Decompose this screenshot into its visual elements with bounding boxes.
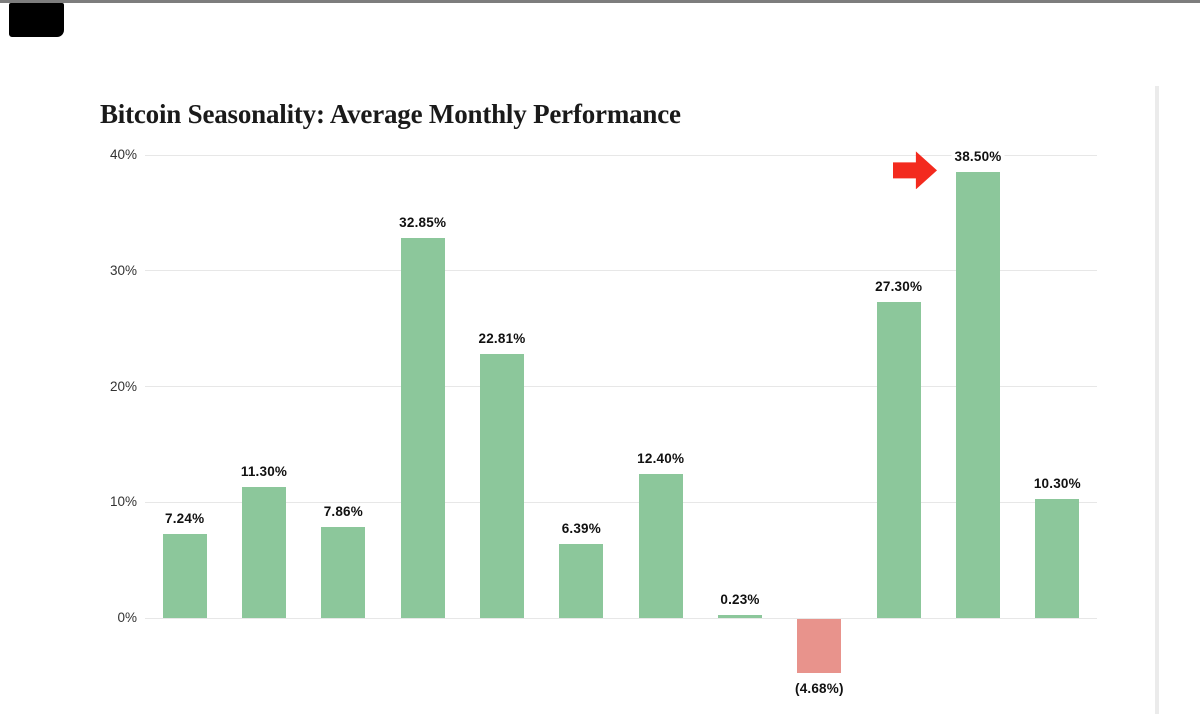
bar-value-label: 0.23%	[717, 592, 763, 609]
gridline-20%	[145, 386, 1097, 387]
bar-value-label: 11.30%	[237, 464, 291, 481]
right-page-divider	[1155, 86, 1159, 714]
bar-value-label: 38.50%	[951, 149, 1005, 166]
bar-value-label: 12.40%	[634, 451, 688, 468]
bar-value-label: 32.85%	[396, 214, 450, 231]
chart-title: Bitcoin Seasonality: Average Monthly Per…	[100, 99, 681, 130]
bar-7	[638, 474, 683, 618]
gridline-30%	[145, 270, 1097, 272]
bar-10	[876, 302, 921, 618]
y-tick-label: 40%	[109, 147, 137, 162]
bar-2	[242, 487, 286, 618]
bar-11	[956, 172, 1000, 618]
y-tick-label: 10%	[109, 494, 137, 510]
gridline-10%	[145, 501, 1097, 503]
bar-value-label: 6.39%	[558, 521, 604, 538]
bar-value-label: 7.86%	[320, 504, 366, 521]
gridline-40%	[145, 154, 1097, 156]
bar-4	[400, 237, 445, 618]
gridline-0%	[145, 617, 1097, 619]
top-left-overlay-box	[9, 3, 64, 37]
y-tick-label: 0%	[117, 610, 137, 625]
bar-9	[797, 619, 842, 674]
bar-1	[162, 534, 207, 618]
bar-5	[480, 353, 524, 618]
bar-value-label: 27.30%	[872, 279, 926, 295]
bar-8	[718, 615, 762, 618]
bar-value-label: (4.68%)	[791, 681, 847, 698]
bar-3	[321, 527, 366, 618]
bar-12	[1035, 498, 1080, 618]
bar-6	[559, 544, 604, 618]
bar-value-label: 10.30%	[1030, 475, 1084, 492]
top-border-line	[0, 0, 1200, 3]
y-tick-label: 30%	[109, 262, 137, 278]
y-tick-label: 20%	[109, 378, 137, 394]
bar-value-label: 22.81%	[475, 330, 529, 347]
bar-value-label: 7.24%	[162, 511, 208, 528]
red-arrow-icon	[893, 151, 937, 190]
